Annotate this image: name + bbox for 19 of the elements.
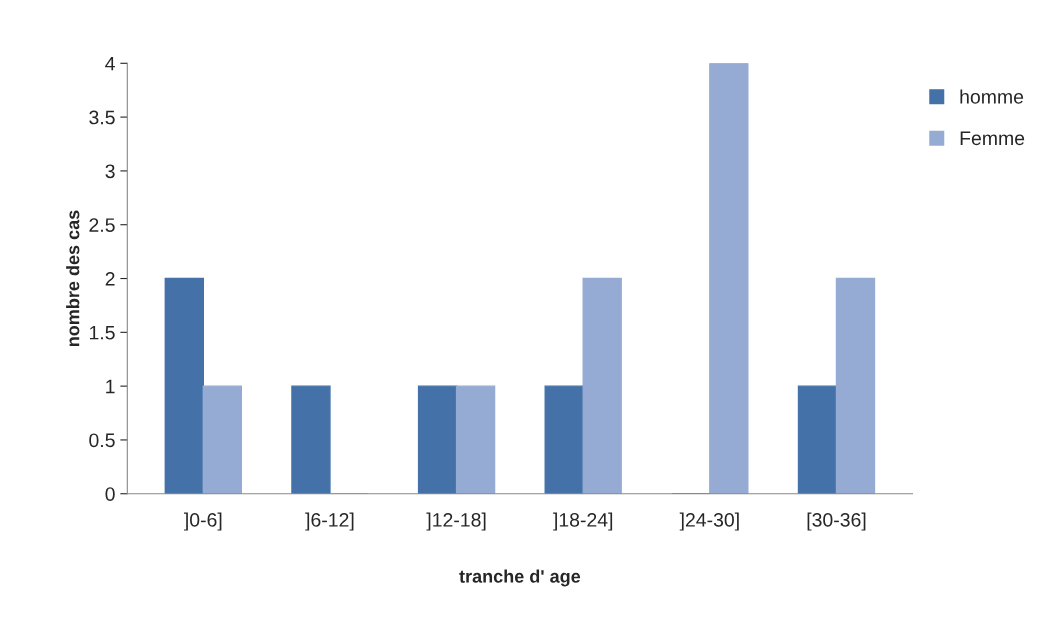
y-tick-label: 3.5 xyxy=(89,110,115,125)
x-tick-label: ]24-30] xyxy=(679,512,739,531)
y-tick-label: 4 xyxy=(105,56,115,71)
y-tick-label: 2 xyxy=(105,271,115,286)
y-axis-title: nombre des cas xyxy=(66,210,80,347)
x-tick-label: ]12-18] xyxy=(426,512,486,531)
x-tick-label: ]0-6] xyxy=(184,512,222,531)
legend-label: Femme xyxy=(960,131,1025,146)
x-tick-label: ]6-12] xyxy=(305,512,354,531)
y-tick-label: 0 xyxy=(105,487,115,501)
y-tick-label: 0.5 xyxy=(89,433,115,448)
x-axis-title: tranche d' age xyxy=(459,569,581,587)
x-tick-label: ]18-24] xyxy=(553,512,613,531)
y-tick-label: 1.5 xyxy=(89,325,115,340)
y-tick-label: 3 xyxy=(105,164,115,179)
y-tick-label: 2.5 xyxy=(89,218,115,232)
legend-label: homme xyxy=(960,89,1024,104)
y-tick-label: 1 xyxy=(106,379,115,394)
x-tick-label: [30-36] xyxy=(807,512,866,531)
